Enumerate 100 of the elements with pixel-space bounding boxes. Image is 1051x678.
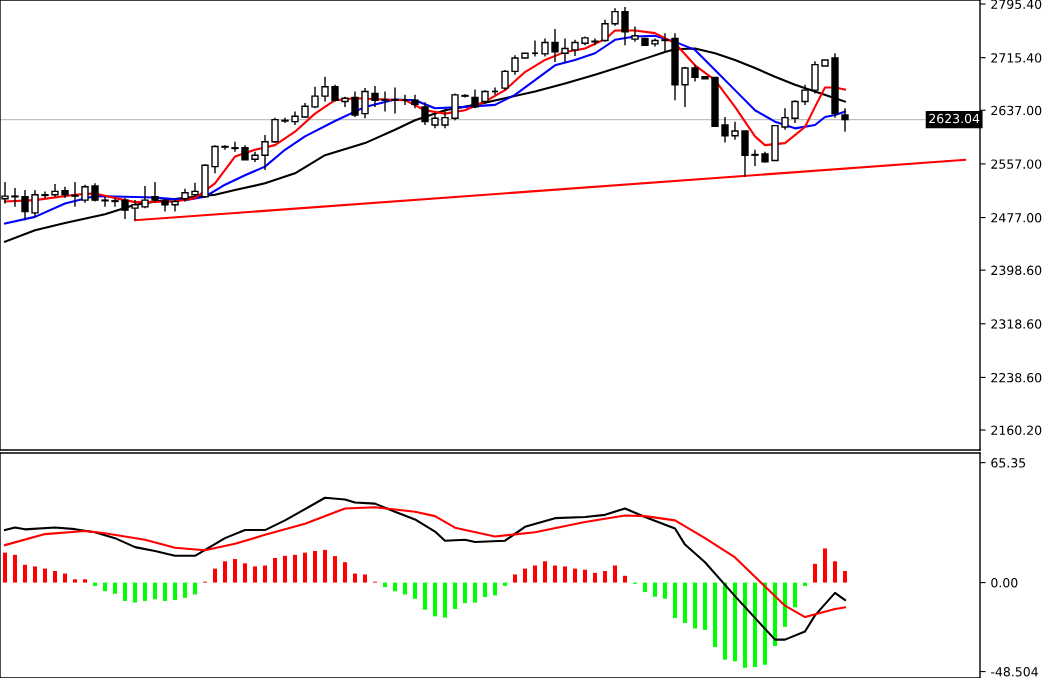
bar <box>413 582 417 599</box>
bar <box>733 582 737 662</box>
bar <box>823 548 827 583</box>
candlestick <box>391 86 399 115</box>
bar <box>393 582 397 592</box>
candlestick <box>21 189 29 221</box>
bar <box>153 582 157 600</box>
candlestick <box>401 94 409 106</box>
bar <box>123 582 127 601</box>
candlestick <box>561 37 569 63</box>
bar <box>703 582 707 630</box>
line-series <box>3 506 847 619</box>
y-tick-label: 2477.00 <box>991 213 1042 223</box>
candlestick <box>631 25 639 43</box>
y-tick-label: 2318.60 <box>991 319 1042 329</box>
bar <box>323 549 327 583</box>
y-tick-label: 0.00 <box>991 578 1018 588</box>
bar <box>783 582 787 627</box>
candlestick <box>231 141 239 153</box>
candlestick <box>801 84 809 106</box>
bar <box>83 579 87 583</box>
candlestick <box>51 183 59 198</box>
candlestick <box>421 101 429 126</box>
candlestick <box>451 92 459 122</box>
bar <box>113 582 117 594</box>
y-tick-label: 65.35 <box>991 458 1026 468</box>
bar <box>273 557 277 583</box>
y-tick-label: -48.504 <box>991 667 1038 677</box>
candlestick <box>131 199 139 221</box>
bar <box>293 554 297 583</box>
ref-line-label: 2623.04 <box>929 113 980 124</box>
bar <box>233 559 237 583</box>
bar <box>803 582 807 586</box>
bar <box>763 582 767 665</box>
candlestick <box>81 183 89 204</box>
bar <box>613 565 617 583</box>
candlestick <box>211 144 219 174</box>
candlestick <box>441 109 449 130</box>
candlestick <box>321 76 329 103</box>
candlestick <box>551 28 559 63</box>
bar <box>433 582 437 617</box>
candlestick <box>511 54 519 76</box>
candlestick <box>111 197 119 208</box>
candlestick <box>791 99 799 124</box>
candlestick <box>721 116 729 144</box>
bar <box>213 568 217 583</box>
bar <box>793 582 797 608</box>
candlestick <box>261 134 269 171</box>
bar <box>743 582 747 668</box>
bar <box>143 582 147 601</box>
y-tick-label: 2398.60 <box>991 265 1042 276</box>
bar <box>163 582 167 601</box>
bar <box>193 582 197 595</box>
candlestick <box>351 90 359 118</box>
candlestick <box>271 116 279 144</box>
bar <box>473 582 477 603</box>
y-tick-label: 2238.60 <box>991 372 1042 383</box>
bar <box>363 574 367 583</box>
bar <box>63 573 67 583</box>
bar <box>333 556 337 583</box>
bar <box>133 582 137 603</box>
bar <box>583 569 587 583</box>
bar <box>723 582 727 660</box>
bar <box>343 562 347 583</box>
bar <box>403 582 407 595</box>
bar <box>523 568 527 583</box>
candlestick <box>121 197 129 220</box>
candlestick <box>371 85 379 108</box>
bar <box>533 565 537 583</box>
candlestick <box>101 196 109 208</box>
bar <box>483 582 487 598</box>
bar <box>43 568 47 583</box>
candlestick <box>621 6 629 46</box>
bar <box>623 575 627 583</box>
bar <box>663 582 667 599</box>
y-tick-label: 2637.00 <box>991 105 1042 116</box>
candlestick <box>751 149 759 167</box>
candlestick <box>501 69 509 91</box>
bar <box>463 582 467 604</box>
bar <box>503 582 507 586</box>
bar <box>553 565 557 583</box>
line-series <box>3 496 847 641</box>
bar <box>33 566 37 583</box>
candlestick <box>381 90 389 113</box>
y-tick-label: 2795.40 <box>991 0 1042 9</box>
candlestick <box>361 87 369 119</box>
y-tick-label: 2557.00 <box>991 159 1042 169</box>
bar <box>643 582 647 592</box>
candlestick <box>191 181 199 198</box>
bar <box>773 582 777 647</box>
candlestick <box>41 190 49 199</box>
bar <box>53 571 57 583</box>
bar <box>263 565 267 583</box>
bar <box>573 568 577 583</box>
bar <box>813 563 817 583</box>
bar <box>563 566 567 583</box>
candlestick <box>11 187 19 208</box>
bar <box>283 555 287 583</box>
bar <box>423 582 427 610</box>
bar <box>183 582 187 598</box>
